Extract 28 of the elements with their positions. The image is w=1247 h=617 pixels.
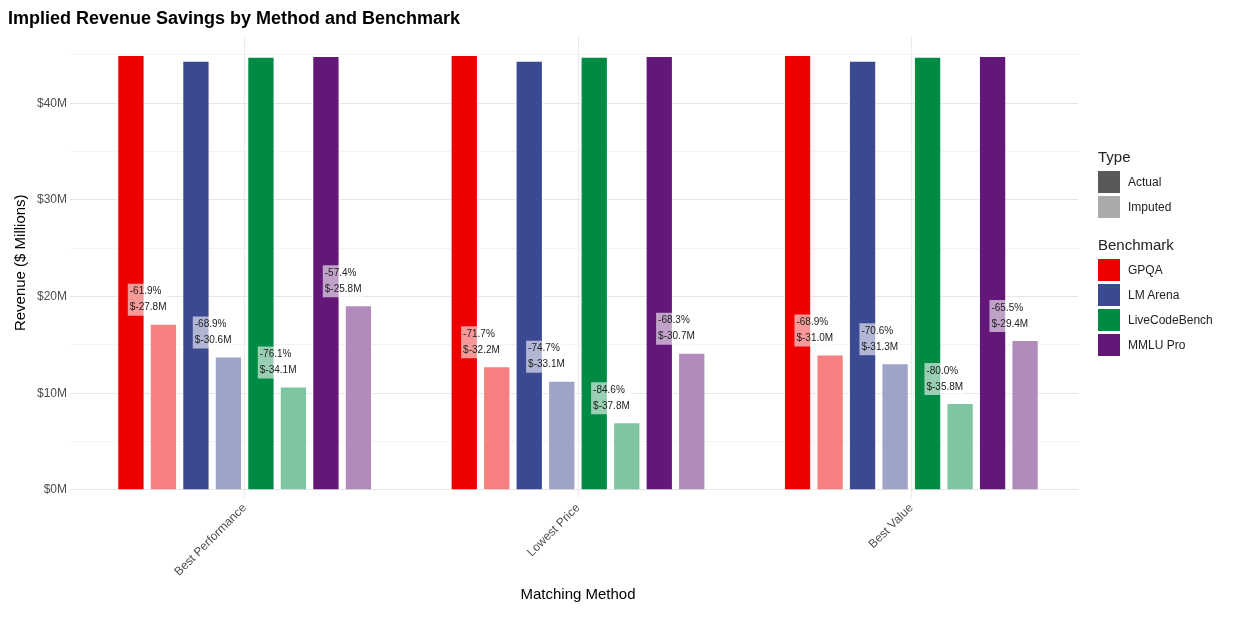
annotation: -65.5% $-29.4M	[991, 301, 1029, 329]
annotation: -57.4% $-25.8M	[324, 267, 362, 295]
legend-label: LiveCodeBench	[1127, 312, 1214, 329]
annotation: -74.7% $-33.1M	[528, 342, 565, 370]
chart-title: Implied Revenue Savings by Method and Benchmark	[8, 7, 462, 28]
y-tick-label: $30M	[36, 192, 68, 207]
y-axis-title: Revenue ($ Millions)	[11, 194, 29, 332]
y-tick-label: $0M	[43, 482, 68, 497]
x-axis-title: Matching Method	[520, 585, 636, 603]
text: Actual	[1127, 174, 1163, 191]
legend-title: Benchmark	[1098, 236, 1175, 253]
legend-label: LM Arena	[1127, 287, 1181, 304]
y-tick-label: $20M	[36, 288, 68, 303]
y-tick-label: $40M	[36, 95, 68, 110]
annotation: -68.9% $-31.0M	[796, 316, 834, 344]
annotation: -76.1% $-34.1M	[259, 348, 297, 376]
annotation: -68.9% $-30.6M	[194, 318, 232, 346]
annotation: -84.6% $-37.8M	[593, 383, 630, 411]
annotation: -68.3% $-30.7M	[658, 314, 695, 342]
text: Imputed	[1127, 199, 1173, 216]
y-tick-label: $10M	[36, 385, 68, 400]
annotation: -71.7% $-32.2M	[463, 327, 500, 355]
annotation: -80.0% $-35.8M	[926, 364, 964, 392]
annotation: -70.6% $-31.3M	[861, 325, 899, 353]
legend-label: GPQA	[1127, 262, 1164, 279]
legend-label: MMLU Pro	[1127, 337, 1187, 354]
text: Type	[1098, 148, 1132, 165]
annotation: -61.9% $-27.8M	[129, 285, 167, 313]
